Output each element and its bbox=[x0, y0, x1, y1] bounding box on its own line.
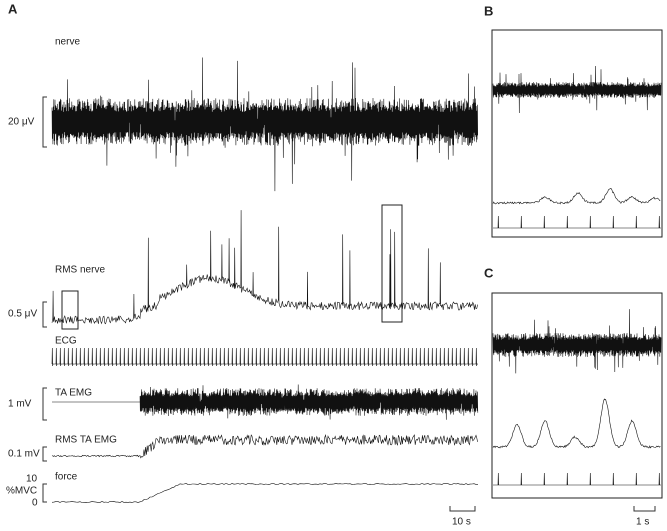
nerve-trace bbox=[492, 309, 662, 374]
scale-label: 1 mV bbox=[8, 399, 32, 410]
rms-ta-emg-trace bbox=[51, 433, 478, 459]
trace-label: nerve bbox=[55, 37, 80, 48]
scale-label: 20 μV bbox=[8, 117, 35, 128]
panel-label: C bbox=[484, 265, 494, 280]
rms-nerve-trace bbox=[51, 210, 478, 325]
ta-emg-trace bbox=[139, 384, 479, 420]
ecg-trace bbox=[51, 347, 478, 367]
scale-label: 10 bbox=[26, 474, 38, 485]
trace-label: RMS nerve bbox=[55, 265, 105, 276]
scale-label: 0.1 mV bbox=[8, 449, 40, 460]
trace-label: TA EMG bbox=[55, 388, 92, 399]
trace-label: RMS TA EMG bbox=[55, 435, 117, 446]
scale-bar bbox=[42, 96, 656, 512]
highlight-box bbox=[381, 204, 403, 323]
panel-label: A bbox=[8, 1, 18, 16]
scale-label: %MVC bbox=[6, 486, 37, 497]
scale-label: 1 s bbox=[636, 517, 649, 528]
force-trace bbox=[51, 483, 478, 503]
highlight-box bbox=[61, 290, 79, 330]
ecg-trace bbox=[493, 215, 661, 229]
rms-nerve-trace bbox=[492, 188, 661, 205]
trace-label: ECG bbox=[55, 336, 77, 347]
scale-label: 0.5 μV bbox=[8, 309, 37, 320]
panel-frame bbox=[491, 29, 663, 238]
ecg-trace bbox=[493, 472, 661, 486]
scale-label: 10 s bbox=[452, 517, 471, 528]
scale-label: 0 bbox=[32, 498, 38, 509]
panel-label: B bbox=[484, 3, 493, 18]
rms-nerve-trace bbox=[492, 398, 661, 449]
trace-label: force bbox=[55, 472, 78, 483]
panel-frame bbox=[491, 292, 663, 499]
nerve-trace bbox=[492, 65, 662, 114]
nerve-trace bbox=[51, 57, 478, 192]
